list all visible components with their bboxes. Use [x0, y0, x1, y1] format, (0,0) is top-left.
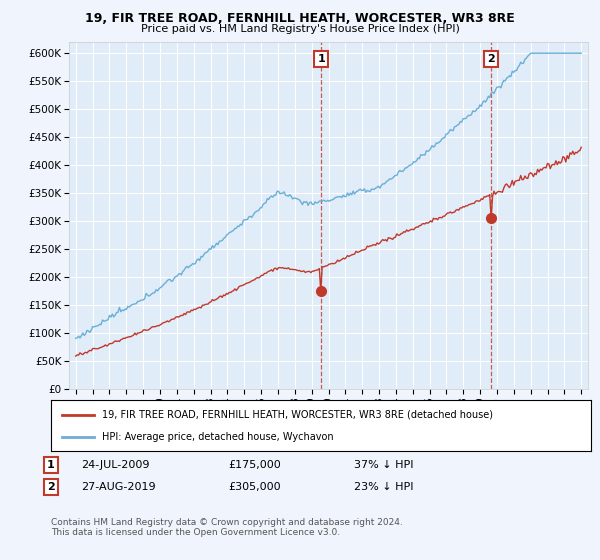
Text: 27-AUG-2019: 27-AUG-2019 — [81, 482, 155, 492]
Text: 19, FIR TREE ROAD, FERNHILL HEATH, WORCESTER, WR3 8RE: 19, FIR TREE ROAD, FERNHILL HEATH, WORCE… — [85, 12, 515, 25]
Text: 24-JUL-2009: 24-JUL-2009 — [81, 460, 149, 470]
Text: 23% ↓ HPI: 23% ↓ HPI — [354, 482, 413, 492]
Text: £175,000: £175,000 — [228, 460, 281, 470]
Text: 2: 2 — [47, 482, 55, 492]
Text: Price paid vs. HM Land Registry's House Price Index (HPI): Price paid vs. HM Land Registry's House … — [140, 24, 460, 34]
Text: HPI: Average price, detached house, Wychavon: HPI: Average price, detached house, Wych… — [103, 432, 334, 442]
Text: 1: 1 — [47, 460, 55, 470]
Text: Contains HM Land Registry data © Crown copyright and database right 2024.
This d: Contains HM Land Registry data © Crown c… — [51, 518, 403, 538]
Text: £305,000: £305,000 — [228, 482, 281, 492]
Text: 1: 1 — [317, 54, 325, 64]
Text: 2: 2 — [487, 54, 495, 64]
Text: 37% ↓ HPI: 37% ↓ HPI — [354, 460, 413, 470]
Text: 19, FIR TREE ROAD, FERNHILL HEATH, WORCESTER, WR3 8RE (detached house): 19, FIR TREE ROAD, FERNHILL HEATH, WORCE… — [103, 409, 493, 419]
